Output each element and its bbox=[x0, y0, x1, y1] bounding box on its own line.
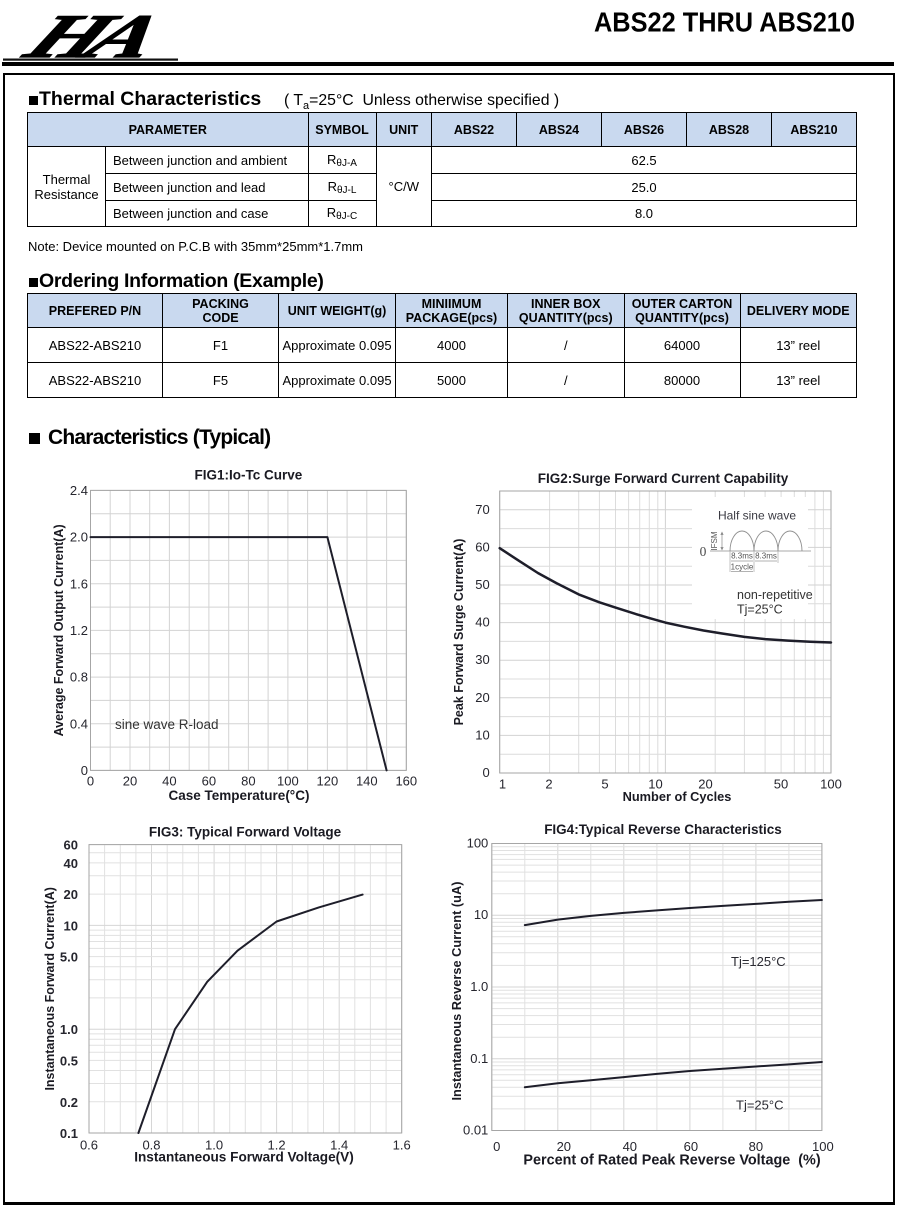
svg-text:0: 0 bbox=[87, 774, 94, 789]
svg-text:60: 60 bbox=[64, 838, 78, 853]
svg-text:10: 10 bbox=[648, 777, 662, 792]
svg-text:Average Forward Output Current: Average Forward Output Current(A) bbox=[52, 524, 66, 736]
svg-text:20: 20 bbox=[475, 690, 489, 705]
svg-text:80: 80 bbox=[749, 1139, 763, 1154]
svg-text:HA: HA bbox=[11, 3, 177, 71]
svg-text:0.01: 0.01 bbox=[463, 1123, 488, 1138]
svg-text:1.4: 1.4 bbox=[330, 1138, 348, 1153]
svg-text:Tj=125°C: Tj=125°C bbox=[731, 954, 786, 969]
svg-text:1.2: 1.2 bbox=[70, 623, 88, 638]
svg-text:0.1: 0.1 bbox=[470, 1051, 488, 1066]
svg-text:1.0: 1.0 bbox=[470, 979, 488, 994]
svg-text:FIG3: Typical Forward Voltage: FIG3: Typical Forward Voltage bbox=[149, 825, 342, 840]
svg-text:0.1: 0.1 bbox=[60, 1126, 78, 1141]
svg-text:40: 40 bbox=[162, 774, 176, 789]
svg-text:20: 20 bbox=[698, 777, 712, 792]
svg-text:0: 0 bbox=[700, 544, 707, 559]
svg-text:5: 5 bbox=[601, 777, 608, 792]
svg-text:10: 10 bbox=[474, 907, 488, 922]
svg-text:1: 1 bbox=[499, 777, 506, 792]
svg-text:50: 50 bbox=[774, 777, 788, 792]
svg-text:Peak Forward Surge Current(A): Peak Forward Surge Current(A) bbox=[452, 539, 466, 726]
svg-text:0: 0 bbox=[482, 765, 489, 780]
svg-text:20: 20 bbox=[557, 1139, 571, 1154]
svg-text:20: 20 bbox=[64, 887, 78, 902]
svg-text:1.6: 1.6 bbox=[70, 576, 88, 591]
svg-text:Instantaneous Forward Voltage(: Instantaneous Forward Voltage(V) bbox=[134, 1150, 354, 1165]
svg-text:Tj=25°C: Tj=25°C bbox=[736, 1098, 783, 1113]
svg-text:120: 120 bbox=[317, 774, 339, 789]
svg-text:Tj=25°C: Tj=25°C bbox=[737, 603, 783, 617]
svg-text:10: 10 bbox=[475, 727, 489, 742]
svg-text:0.5: 0.5 bbox=[60, 1053, 78, 1068]
svg-text:0.4: 0.4 bbox=[70, 716, 88, 731]
svg-text:1cycle: 1cycle bbox=[731, 563, 754, 572]
svg-text:non-repetitive: non-repetitive bbox=[737, 588, 813, 602]
svg-text:70: 70 bbox=[475, 502, 489, 517]
svg-text:0: 0 bbox=[493, 1139, 500, 1154]
svg-text:IFSM: IFSM bbox=[710, 531, 719, 550]
svg-text:2.4: 2.4 bbox=[70, 483, 88, 498]
svg-text:140: 140 bbox=[356, 774, 378, 789]
svg-text:FIG2:Surge Forward Current Cap: FIG2:Surge Forward Current Capability bbox=[538, 471, 789, 486]
svg-text:ABS22 THRU ABS210: ABS22 THRU ABS210 bbox=[594, 7, 855, 38]
svg-text:0: 0 bbox=[81, 763, 88, 778]
svg-text:10: 10 bbox=[64, 918, 78, 933]
svg-text:5.0: 5.0 bbox=[60, 950, 78, 965]
svg-text:50: 50 bbox=[475, 577, 489, 592]
svg-text:40: 40 bbox=[475, 615, 489, 630]
svg-text:Instantaneous Reverse Current: Instantaneous Reverse Current (uA) bbox=[449, 881, 464, 1100]
svg-text:8.3ms: 8.3ms bbox=[755, 552, 777, 561]
svg-text:40: 40 bbox=[623, 1139, 637, 1154]
svg-text:0.6: 0.6 bbox=[80, 1138, 98, 1153]
svg-text:60: 60 bbox=[684, 1139, 698, 1154]
svg-text:Percent of Rated Peak Reverse: Percent of Rated Peak Reverse Voltage (%… bbox=[523, 1153, 820, 1169]
svg-text:20: 20 bbox=[123, 774, 137, 789]
svg-text:100: 100 bbox=[467, 836, 489, 851]
svg-text:0.8: 0.8 bbox=[70, 670, 88, 685]
svg-text:FIG4:Typical Reverse Character: FIG4:Typical Reverse Characteristics bbox=[544, 822, 782, 837]
svg-text:1.6: 1.6 bbox=[393, 1138, 411, 1153]
svg-text:100: 100 bbox=[812, 1139, 834, 1154]
svg-text:FIG1:Io-Tc Curve: FIG1:Io-Tc Curve bbox=[195, 468, 303, 483]
svg-text:30: 30 bbox=[475, 652, 489, 667]
svg-text:1.0: 1.0 bbox=[205, 1138, 223, 1153]
svg-text:2: 2 bbox=[545, 777, 552, 792]
svg-text:Number of Cycles: Number of Cycles bbox=[623, 789, 732, 804]
svg-text:60: 60 bbox=[202, 774, 216, 789]
svg-text:100: 100 bbox=[277, 774, 299, 789]
svg-text:sine wave R-load: sine wave R-load bbox=[115, 717, 219, 732]
svg-text:Instantaneous Forward Current(: Instantaneous Forward Current(A) bbox=[43, 887, 57, 1091]
svg-text:60: 60 bbox=[475, 539, 489, 554]
svg-text:0.8: 0.8 bbox=[142, 1138, 160, 1153]
svg-text:0.2: 0.2 bbox=[60, 1095, 78, 1110]
svg-text:Half sine wave: Half sine wave bbox=[718, 509, 796, 523]
svg-text:1.0: 1.0 bbox=[60, 1022, 78, 1037]
svg-text:40: 40 bbox=[64, 856, 78, 871]
svg-text:160: 160 bbox=[395, 774, 417, 789]
svg-text:2.0: 2.0 bbox=[70, 530, 88, 545]
svg-text:8.3ms: 8.3ms bbox=[731, 552, 753, 561]
svg-text:1.2: 1.2 bbox=[268, 1138, 286, 1153]
svg-text:80: 80 bbox=[241, 774, 255, 789]
svg-text:Case Temperature(°C): Case Temperature(°C) bbox=[169, 788, 310, 803]
svg-text:100: 100 bbox=[820, 777, 842, 792]
